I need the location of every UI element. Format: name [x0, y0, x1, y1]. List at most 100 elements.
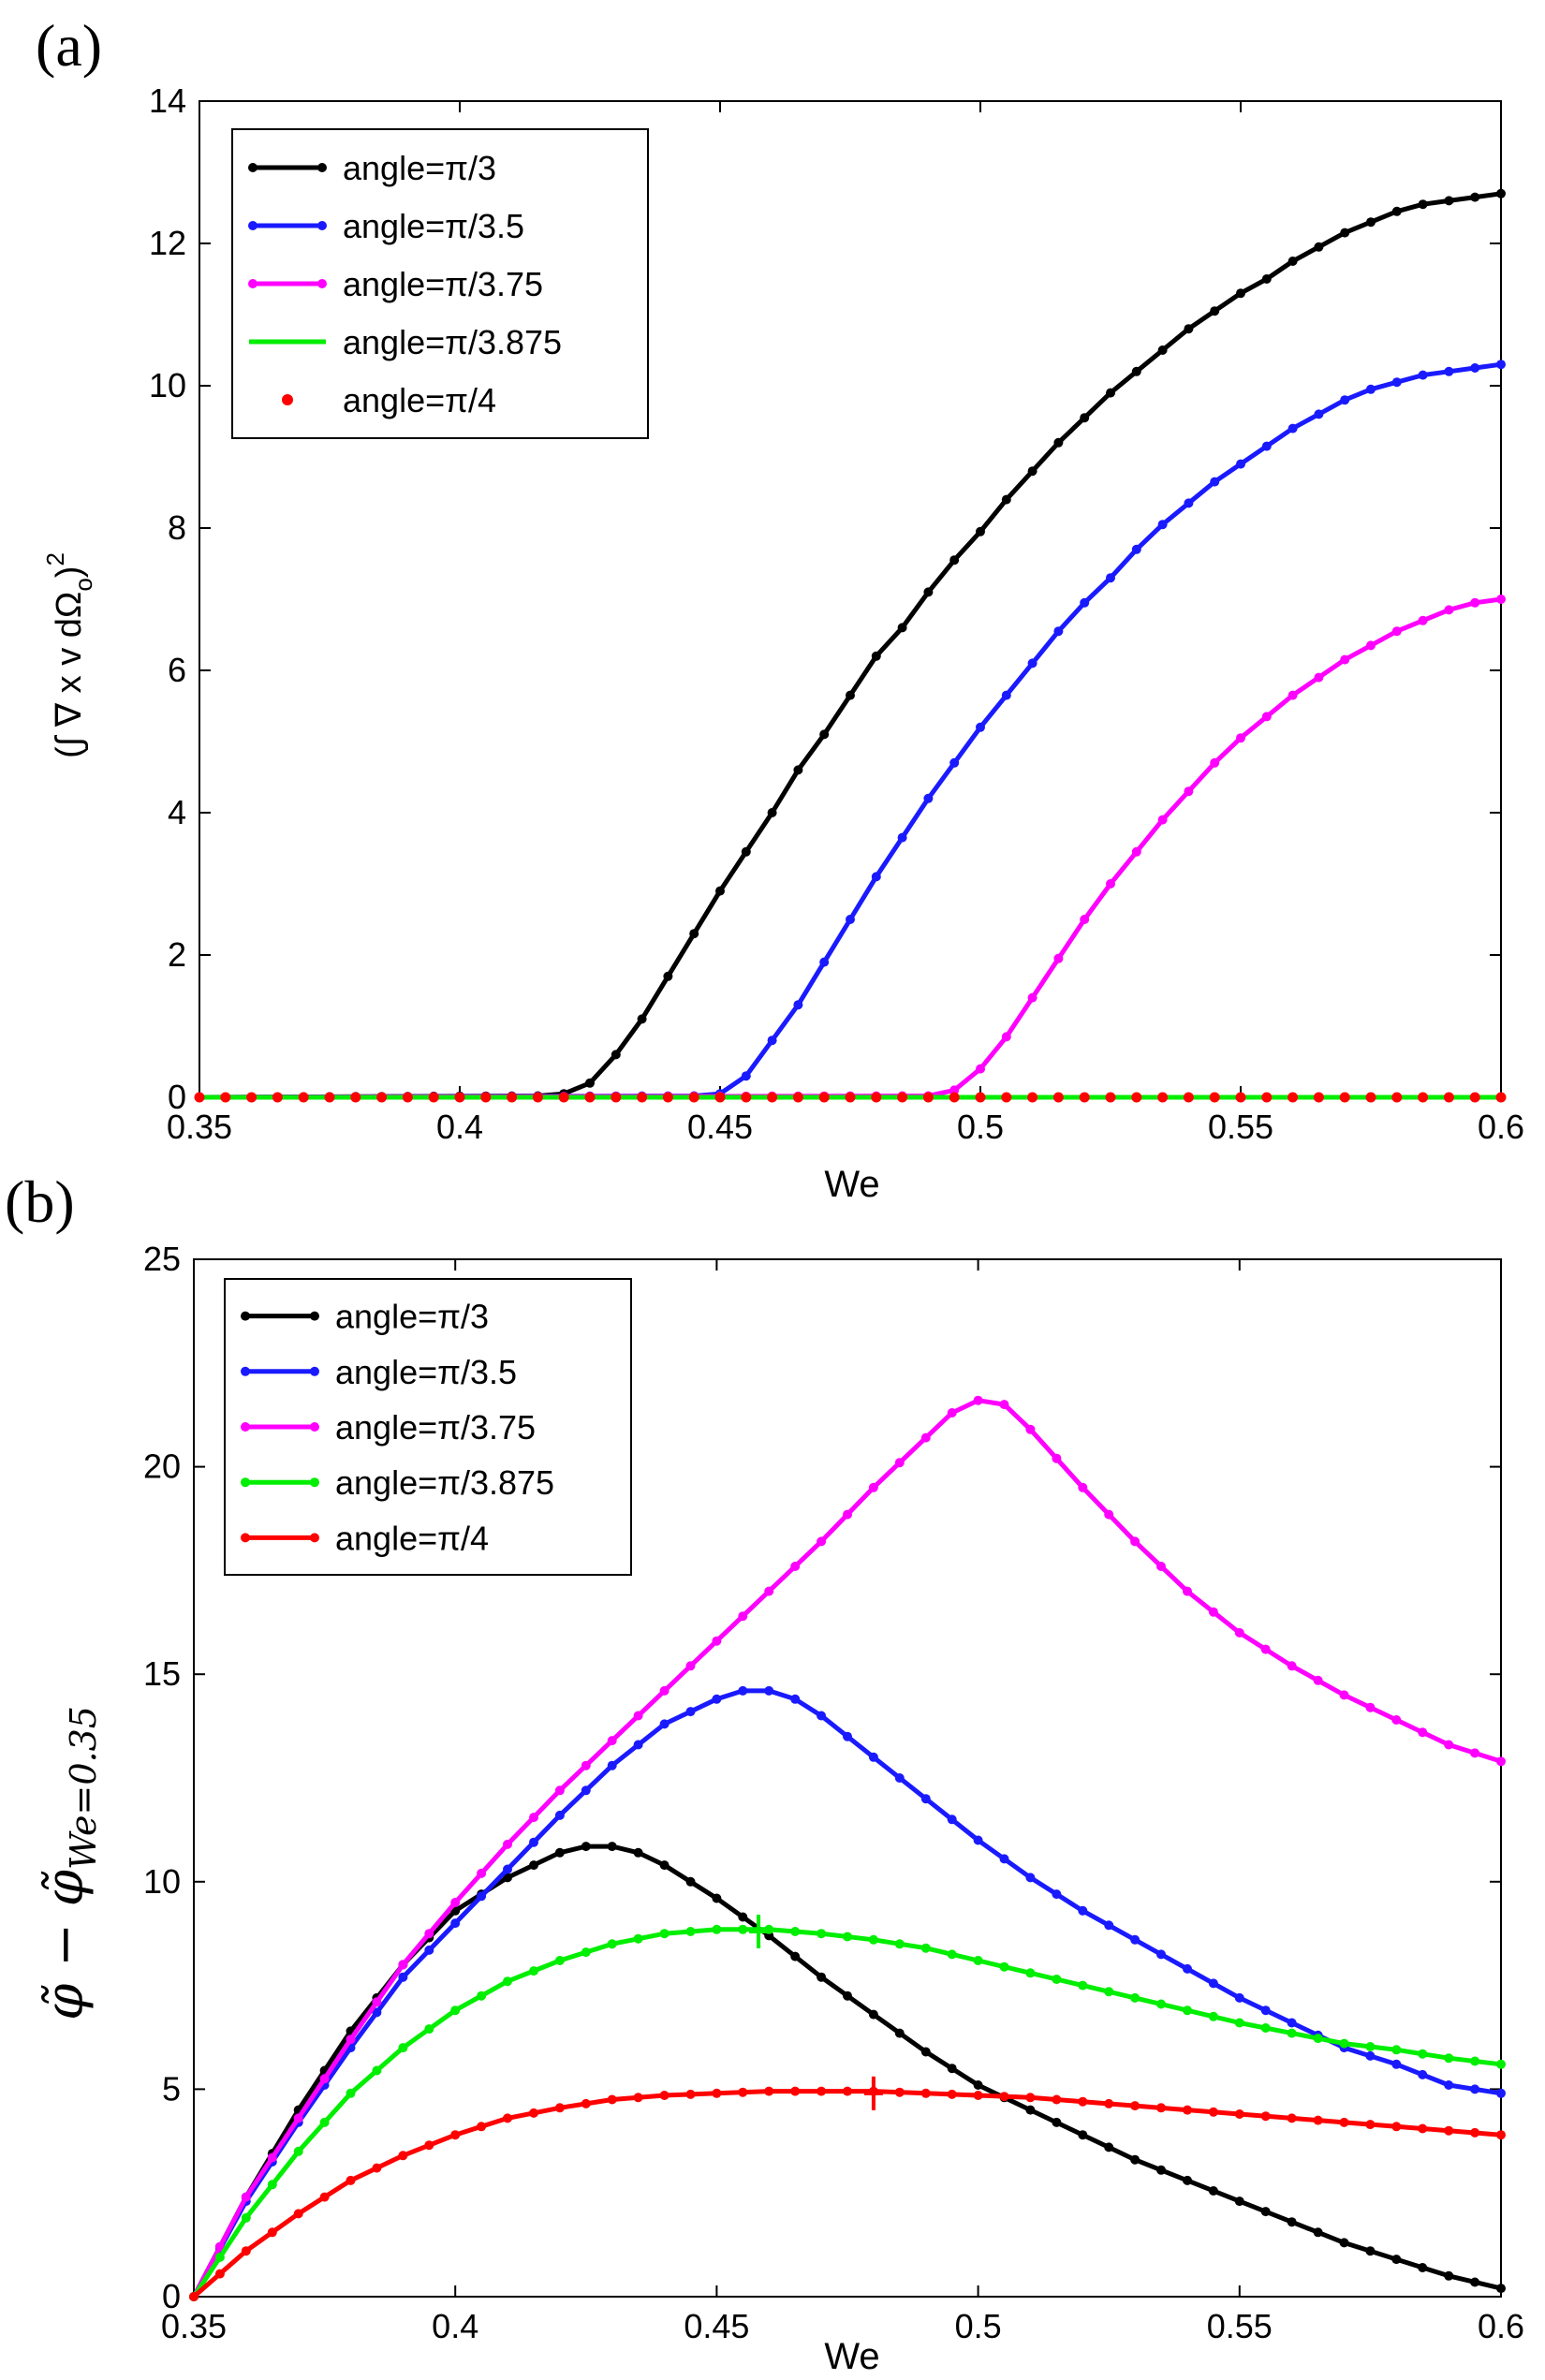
panel-a-series-3-line — [199, 596, 1502, 1100]
panel-b-series-5-point — [894, 2087, 905, 2097]
panel-a-series-5-point — [272, 1092, 283, 1103]
panel-a-series-1-point — [1496, 188, 1506, 198]
panel-b-series-2-point — [633, 1740, 643, 1750]
panel-b-series-1-point — [1391, 2255, 1402, 2265]
panel-b-series-5-line — [192, 2089, 1502, 2299]
panel-a-series-2-point — [1184, 498, 1194, 508]
panel-b-x-tick-label: 0.45 — [684, 2307, 749, 2345]
panel-a-series-1-point — [1184, 324, 1194, 334]
panel-a-series-5-point — [611, 1092, 622, 1103]
panel-a-series-5-point — [1052, 1092, 1064, 1103]
panel-a-series-3-point — [1314, 672, 1324, 683]
panel-b-y-axis-label: φ̃ − φ̃We=0.35 — [35, 1706, 104, 2020]
panel-a-legend-entry-3-dot — [248, 279, 258, 288]
panel-b-series-2-point — [1444, 2080, 1454, 2090]
panel-b-series-1-point — [1313, 2227, 1323, 2238]
panel-b-series-5-point — [1496, 2130, 1506, 2140]
panel-b-legend-entry-4-dot — [241, 1477, 250, 1488]
panel-b-series-3-point — [633, 1711, 643, 1721]
panel-a-series-5-point — [1313, 1092, 1324, 1103]
panel-b-series-3-point — [503, 1839, 512, 1849]
panel-a-series-1-point — [585, 1078, 595, 1088]
panel-a-series-5-point — [1443, 1092, 1454, 1103]
panel-b-series-2-point — [1052, 1889, 1062, 1900]
panel-a-series-5-point — [1339, 1092, 1350, 1103]
panel-a-series-3-point — [1288, 690, 1298, 700]
panel-a-series-1-point — [1391, 206, 1402, 216]
panel-b-series-2-point — [581, 1785, 591, 1796]
panel-b-y-label-sub: We=0.35 — [63, 1706, 104, 1870]
panel-a-y-tick-label: 10 — [149, 366, 186, 404]
panel-b-series-4-point — [1470, 2056, 1480, 2066]
panel-b-series-5-point — [319, 2192, 330, 2202]
panel-a-series-1-point — [1470, 192, 1480, 202]
panel-b-series-5-point — [790, 2086, 801, 2096]
panel-b-series-3-point — [1470, 1748, 1480, 1758]
panel-b-series-2-point — [817, 1711, 827, 1721]
panel-b-series-2-point — [1470, 2084, 1480, 2094]
panel-a-series-3-point — [976, 1064, 985, 1074]
panel-b-series-3-point — [1025, 1424, 1036, 1434]
panel-a-series-3-point — [1080, 915, 1090, 924]
panel-a-series-1-point — [1288, 257, 1298, 266]
panel-b-legend-entry-5-label: angle=π/4 — [335, 1519, 489, 1557]
panel-b-series-1-point — [1470, 2277, 1480, 2287]
panel-b-legend-entry-4-dot — [310, 1477, 319, 1488]
panel-a-y-label-main: (∫ ∇ x v dΩ — [50, 592, 89, 758]
panel-b-series-4-point — [554, 1956, 565, 1965]
panel-b-series-3-point — [973, 1395, 983, 1405]
panel-b-series-4-point — [1496, 2059, 1506, 2069]
panel-a-series-1-point — [637, 1014, 647, 1024]
panel-b-series-4-point — [346, 2088, 356, 2098]
panel-b-series-3-point — [554, 1785, 565, 1796]
panel-b-legend-entry-2-dot — [241, 1366, 250, 1376]
panel-a-series-5-point — [1131, 1092, 1142, 1103]
panel-b-series-3-point — [1208, 1607, 1218, 1617]
panel-b-series-4-point — [1313, 2034, 1323, 2044]
panel-b-series-2-point — [1156, 1949, 1166, 1960]
panel-b-series-2-point — [1130, 1934, 1140, 1945]
panel-a-series-1-point — [949, 555, 960, 566]
panel-a-legend-entry-3-dot — [317, 279, 327, 288]
panel-a-legend-entry-1-label: angle=π/3 — [343, 149, 496, 187]
panel-a-series-2-point — [819, 957, 830, 967]
panel-a-series-3-point — [1470, 597, 1480, 608]
panel-a-series-5-point — [975, 1092, 986, 1103]
panel-b-series-5-point — [1339, 2117, 1349, 2127]
panel-a-series-5-point — [194, 1092, 205, 1103]
panel-b-series-2-point — [659, 1719, 670, 1729]
panel-a-series-5-point — [818, 1092, 830, 1103]
panel-b-legend: angle=π/3 angle=π/3.5 angle=π/3.75 angle=π/… — [224, 1278, 632, 1576]
panel-b-series-3-point — [685, 1661, 696, 1671]
panel-a-series-5-point — [350, 1092, 361, 1103]
panel-a-series-5-point — [897, 1092, 908, 1103]
panel-a-series-5-point — [507, 1092, 518, 1103]
panel-b-series-5-point — [1260, 2111, 1271, 2122]
panel-a-series-3-point — [1418, 615, 1428, 625]
panel-a-series-1-point — [793, 765, 803, 775]
panel-b-series-2-point — [764, 1685, 774, 1696]
panel-b-y-label-main: φ̃ − φ̃ — [35, 1870, 96, 2020]
panel-b-series-5-point — [685, 2089, 696, 2099]
panel-b-series-3-point — [1052, 1453, 1062, 1463]
panel-b-series-5-point — [1025, 2093, 1036, 2103]
panel-b-series-5-point — [1156, 2103, 1166, 2113]
panel-b-series-5-point — [738, 2087, 748, 2097]
panel-b-series-2-point — [947, 1814, 957, 1825]
panel-b-series-3-point — [1339, 1690, 1349, 1700]
panel-a-series-3-point — [1184, 786, 1194, 797]
panel-b-series-2-point — [999, 1854, 1009, 1864]
panel-b-series-1-point — [973, 2080, 983, 2090]
panel-b-series-3-point — [424, 1929, 434, 1939]
panel-a-series-2-point — [976, 722, 985, 732]
panel-b-legend-entry-5-dot — [241, 1533, 250, 1543]
panel-a-series-5-point — [1365, 1092, 1376, 1103]
panel-a-series-5-point — [1157, 1092, 1169, 1103]
panel-a-series-2-point — [1053, 626, 1064, 637]
panel-a-series-2-point — [923, 793, 934, 803]
panel-b-x-tick-label: 0.6 — [1478, 2307, 1524, 2345]
panel-a-series-5-point — [584, 1092, 596, 1103]
panel-b-series-1-point — [790, 1951, 801, 1961]
panel-b-series-3-point — [659, 1685, 670, 1696]
panel-b-series-4-point — [319, 2117, 330, 2127]
